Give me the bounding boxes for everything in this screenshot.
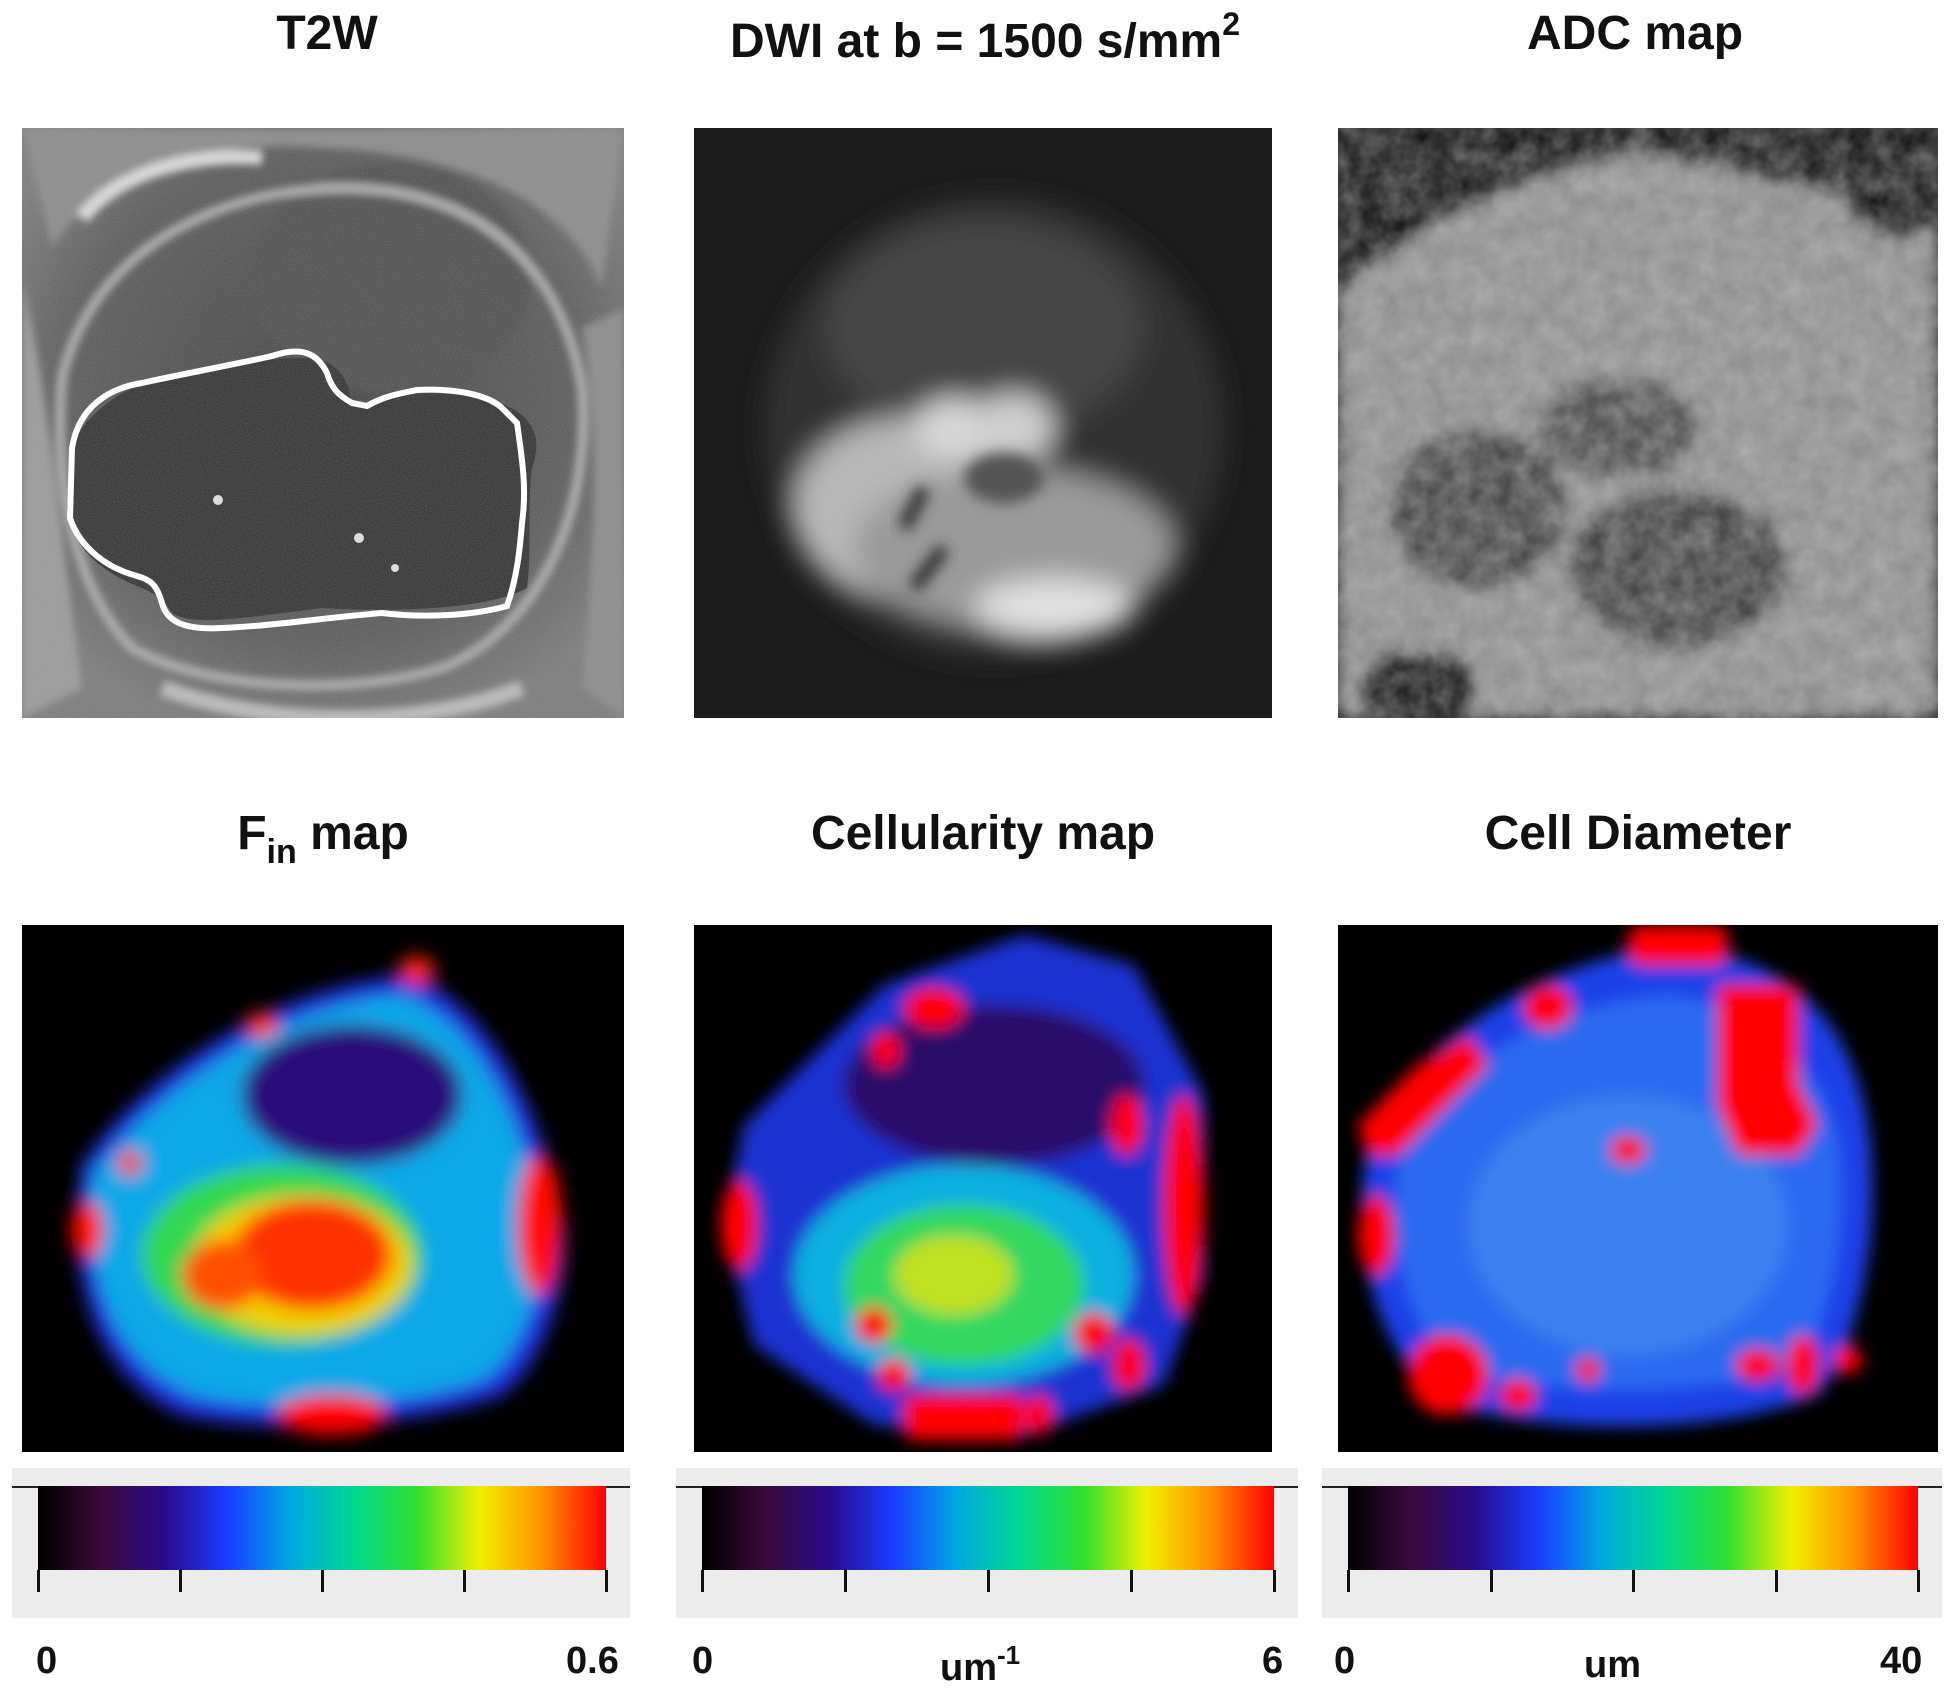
colorbar-tick	[987, 1570, 990, 1592]
cellularity-scale-min: 0	[692, 1640, 714, 1682]
t2w-title: T2W	[276, 7, 378, 60]
cellularity-scale-unit: um-1	[940, 1640, 1021, 1689]
tumor-contour	[66, 348, 528, 632]
colorbar-ticks	[37, 1570, 608, 1614]
colorbar-gradient	[38, 1486, 606, 1570]
diameter-colorbar	[1322, 1468, 1942, 1618]
fin-colorbar	[12, 1468, 630, 1618]
diameter-scale-min: 0	[1334, 1640, 1356, 1682]
colorbar-tick	[1917, 1570, 1920, 1592]
colorbar-gradient	[1348, 1486, 1918, 1570]
cellularity-map	[694, 925, 1272, 1452]
diameter-title: Cell Diameter	[1484, 807, 1792, 860]
adc-image	[1338, 128, 1938, 718]
fin-map	[22, 925, 624, 1452]
colorbar-ticks	[1347, 1570, 1920, 1614]
cellularity-title: Cellularity map	[810, 807, 1156, 860]
colorbar-tick	[844, 1570, 847, 1592]
colorbar-tick	[1632, 1570, 1635, 1592]
cellularity-scale-max: 6	[1262, 1640, 1284, 1682]
adc-title: ADC map	[1526, 7, 1744, 60]
colorbar-tick	[1347, 1570, 1350, 1592]
diameter-scale-max: 40	[1880, 1640, 1923, 1682]
colorbar-tick	[37, 1570, 40, 1592]
t2w-image	[22, 128, 624, 718]
colorbar-tick	[321, 1570, 324, 1592]
fin-scale-min: 0	[36, 1640, 58, 1682]
fin-title: Fin map	[237, 807, 409, 871]
colorbar-tick	[179, 1570, 182, 1592]
colorbar-tick	[463, 1570, 466, 1592]
colorbar-ticks	[701, 1570, 1276, 1614]
colorbar-gradient	[702, 1486, 1274, 1570]
cellularity-colorbar	[676, 1468, 1298, 1618]
colorbar-tick	[1130, 1570, 1133, 1592]
diameter-map	[1338, 925, 1938, 1452]
fin-scale-max: 0.6	[566, 1640, 619, 1682]
colorbar-tick	[1489, 1570, 1493, 1592]
colorbar-tick	[701, 1570, 704, 1592]
diameter-scale-unit: um	[1584, 1644, 1641, 1686]
colorbar-tick	[1273, 1570, 1276, 1592]
dwi-title: DWI at b = 1500 s/mm2	[730, 6, 1240, 68]
colorbar-tick	[1774, 1570, 1778, 1592]
dwi-image	[694, 128, 1272, 718]
colorbar-tick	[605, 1570, 608, 1592]
